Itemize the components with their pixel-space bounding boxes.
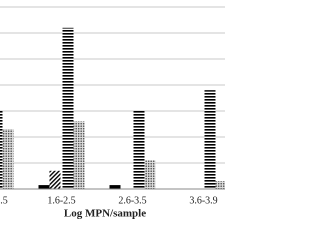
bar: [62, 27, 74, 189]
x-axis-title: Log MPN/sample: [64, 208, 146, 220]
bar: [133, 111, 145, 189]
grid: [0, 6, 225, 190]
bar: [204, 90, 216, 189]
bar: [0, 111, 3, 189]
bar: [73, 121, 85, 189]
bars: [0, 27, 225, 189]
bar: [215, 181, 225, 189]
chart: Log MPN/sample .5 1.6-2.5 2.6-3.5 3.6-3.9: [0, 6, 225, 220]
x-tick-label: 1.6-2.5: [47, 195, 75, 206]
bar: [144, 160, 156, 189]
bar: [49, 170, 61, 189]
bar: [109, 185, 121, 189]
x-tick-label: 3.6-3.9: [189, 195, 217, 206]
bar: [2, 129, 14, 189]
x-tick-label: .5: [0, 195, 8, 206]
x-tick-label: 2.6-3.5: [118, 195, 146, 206]
bar: [38, 185, 50, 189]
